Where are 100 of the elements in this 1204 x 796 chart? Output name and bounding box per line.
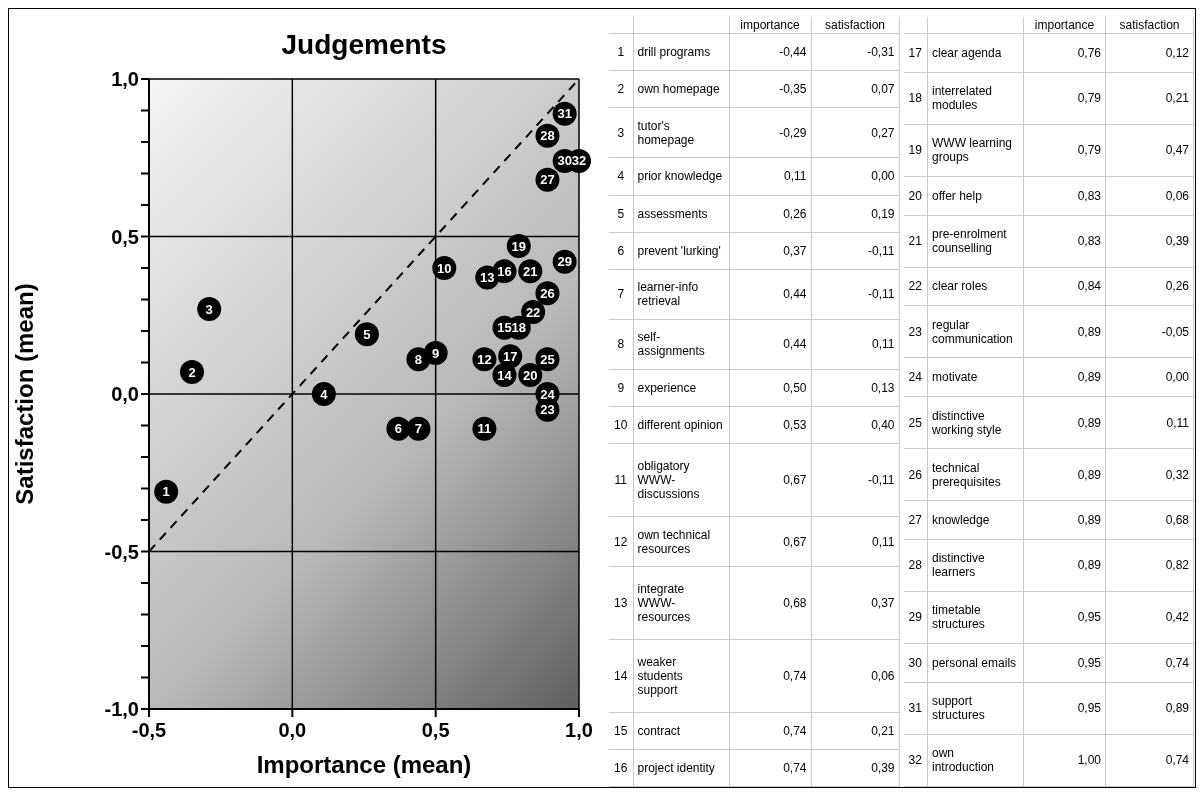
text: 27 (903, 500, 928, 540)
text: 0,47 (1105, 124, 1194, 177)
text: 0,79 (1023, 124, 1106, 177)
text: 9 (609, 369, 633, 407)
text: 0,82 (1105, 539, 1194, 592)
text: 4 (609, 157, 633, 196)
text: 0,21 (1105, 72, 1194, 125)
annotation: 18 (511, 320, 527, 336)
text: 0,53 (729, 406, 811, 444)
text: personal emails (927, 643, 1024, 683)
text: importance (1034, 18, 1095, 32)
text: 0,27 (811, 107, 899, 158)
text: distinctive working style (927, 396, 1024, 449)
text: 0,50 (729, 369, 811, 407)
text: 0,67 (729, 516, 811, 567)
annotation: 25 (540, 351, 555, 367)
text: 32 (903, 734, 928, 787)
annotation: 21 (523, 263, 538, 279)
text: 0,74 (1105, 643, 1194, 683)
text: 0,00 (811, 157, 899, 196)
text: 1 (609, 33, 633, 71)
text: 14 (609, 639, 633, 713)
text: -0,35 (729, 70, 811, 108)
text: distinctive learners (927, 539, 1024, 592)
text: 0,89 (1023, 500, 1106, 540)
annotation: 30 (557, 153, 572, 169)
text: 0,07 (811, 70, 899, 108)
annotation: 22 (525, 304, 541, 320)
text: 0,40 (811, 406, 899, 444)
text: 0,00 (1105, 357, 1194, 397)
text: 1,00 (1023, 734, 1106, 787)
text: -0,05 (1105, 305, 1194, 358)
text: 23 (903, 305, 928, 358)
text: drill programs (633, 33, 729, 71)
text: 0,39 (811, 749, 899, 787)
annotation: 8 (414, 351, 423, 367)
text: 0,11 (1105, 396, 1194, 449)
text: weaker students support (633, 639, 729, 713)
annotation: 7 (414, 421, 423, 437)
text: -0,11 (811, 232, 899, 270)
text: 0,68 (729, 566, 811, 640)
text: 0,11 (811, 319, 899, 370)
text: 0,12 (1105, 33, 1194, 73)
text: 0,74 (729, 639, 811, 713)
text: 0,06 (1105, 176, 1194, 215)
text: -0,44 (729, 33, 811, 71)
text: 0,76 (1023, 33, 1106, 73)
text: 0,89 (1023, 448, 1106, 501)
text: -0,31 (811, 33, 899, 71)
x-tick-label: 1,0 (565, 719, 593, 741)
text: satisfaction (811, 17, 899, 34)
text: motivate (927, 357, 1024, 397)
x-tick-label: 0,5 (421, 719, 450, 741)
text: regular communication (927, 305, 1024, 358)
text: 21 (903, 215, 928, 268)
annotation: 27 (540, 172, 555, 188)
annotation: 13 (480, 270, 495, 285)
text: different opinion (633, 406, 729, 444)
text: -0,29 (729, 107, 811, 158)
text: 0,44 (729, 319, 811, 370)
text: -0,11 (811, 443, 899, 517)
text: 25 (903, 396, 928, 449)
text: 30 (903, 643, 928, 683)
y-tick-label: 0,5 (111, 225, 139, 248)
text: 0,95 (1023, 682, 1106, 735)
text: 0,11 (811, 516, 899, 567)
text: timetable structures (927, 591, 1024, 644)
annotation: 6 (394, 421, 403, 437)
text: pre-enrolment counselling (927, 215, 1024, 268)
annotation: 29 (557, 254, 572, 270)
y-tick-label: 0,0 (111, 383, 139, 405)
text: 0,11 (729, 157, 811, 196)
text: offer help (927, 176, 1024, 215)
text: 13 (609, 566, 633, 640)
text: learner-info retrieval (633, 269, 729, 320)
text: WWW learning groups (927, 124, 1024, 177)
annotation: 15 (497, 320, 512, 336)
text: 0,95 (1023, 643, 1106, 683)
annotation: 11 (477, 421, 492, 437)
text: 0,42 (1105, 591, 1194, 644)
text: own homepage (633, 70, 729, 108)
annotation: 32 (571, 153, 587, 169)
chart-title: Judgements (280, 29, 448, 61)
annotation: 10 (437, 260, 452, 276)
text: obligatory WWW-discussions (633, 443, 729, 517)
text: 0,26 (1105, 267, 1194, 306)
text: 0,06 (811, 639, 899, 713)
text: 0,83 (1023, 176, 1106, 215)
text: 0,89 (1023, 539, 1106, 592)
text: 3 (609, 107, 633, 158)
text: 0,67 (729, 443, 811, 517)
text: 2 (609, 70, 633, 108)
text: 28 (903, 539, 928, 592)
annotation: 1 (162, 484, 170, 500)
text: 0,95 (1023, 591, 1106, 644)
x-tick-label: 0,0 (278, 719, 307, 741)
text: 0,89 (1023, 396, 1106, 449)
y-tick-label: -0,5 (104, 540, 139, 563)
text: support structures (927, 682, 1024, 735)
text: 0,89 (1105, 682, 1194, 735)
